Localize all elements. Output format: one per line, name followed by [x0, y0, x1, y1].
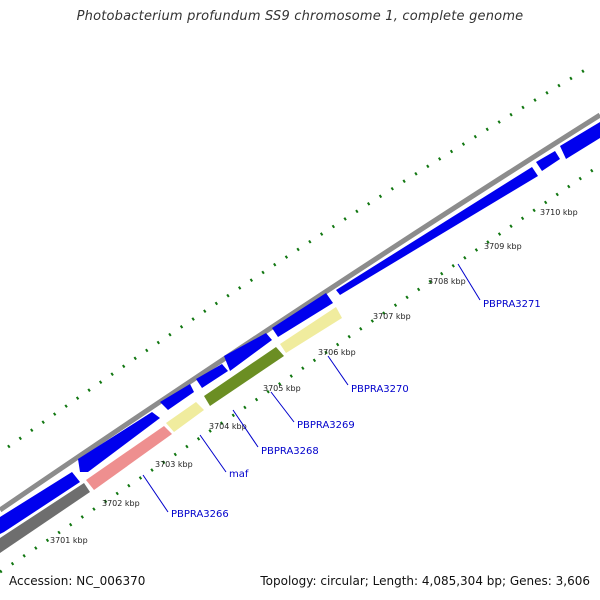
cds-block — [160, 384, 194, 410]
kbp-label: 3710 kbp — [540, 208, 578, 217]
gene-label[interactable]: maf — [229, 469, 249, 480]
kbp-label: 3705 kbp — [263, 384, 301, 393]
gene-label[interactable]: PBPRA3266 — [171, 509, 229, 520]
cds-block — [272, 293, 333, 337]
cds-block — [536, 151, 560, 171]
topology-summary: Topology: circular; Length: 4,085,304 bp… — [260, 574, 590, 588]
kbp-label: 3702 kbp — [102, 499, 140, 508]
kbp-label: 3704 kbp — [209, 422, 247, 431]
cds-block — [224, 333, 272, 371]
reverse-strand — [0, 307, 342, 553]
gene-label[interactable]: PBPRA3270 — [351, 384, 409, 395]
cds-block — [196, 364, 228, 388]
cds-block — [78, 412, 160, 472]
cds-block — [336, 167, 538, 295]
gene-label[interactable]: PBPRA3269 — [297, 420, 355, 431]
gene-block — [166, 402, 204, 432]
kbp-label: 3701 kbp — [50, 536, 88, 545]
callout-line — [457, 263, 481, 301]
callout-line — [270, 391, 295, 423]
kbp-label: 3707 kbp — [373, 312, 411, 321]
map-title: Photobacterium profundum SS9 chromosome … — [76, 9, 524, 24]
kbp-label: 3703 kbp — [155, 460, 193, 469]
gene-labels: PBPRA3266 maf PBPRA3268 PBPRA3269 PBPRA3… — [171, 299, 541, 520]
kbp-label: 3706 kbp — [318, 348, 356, 357]
gene-block — [0, 483, 90, 553]
cds-block — [0, 472, 80, 534]
callout-line — [327, 355, 349, 386]
gene-block — [280, 307, 342, 353]
callout-line — [142, 474, 169, 513]
forward-strand — [0, 122, 600, 534]
kbp-labels: 3701 kbp 3702 kbp 3703 kbp 3704 kbp 3705… — [50, 208, 578, 545]
cds-block — [560, 122, 600, 159]
inner-tick-ring — [0, 163, 600, 574]
callout-line — [199, 434, 227, 473]
gene-label[interactable]: PBPRA3268 — [261, 446, 319, 457]
accession-text: Accession: NC_006370 — [9, 574, 146, 588]
gene-block — [204, 347, 284, 406]
gene-callouts — [142, 263, 481, 513]
gene-block — [86, 426, 172, 490]
callout-line — [232, 409, 259, 448]
kbp-label: 3709 kbp — [484, 242, 522, 251]
gene-label[interactable]: PBPRA3271 — [483, 299, 541, 310]
backbone-track — [0, 112, 600, 513]
kbp-label: 3708 kbp — [428, 277, 466, 286]
